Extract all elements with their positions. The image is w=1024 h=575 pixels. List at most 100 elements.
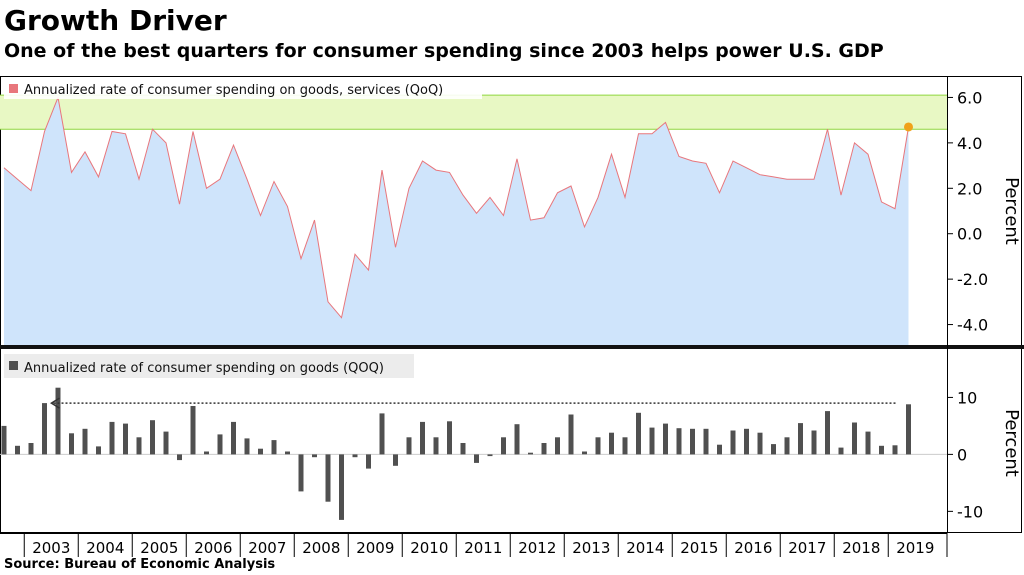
top-y-tick-label: 4.0 — [957, 134, 982, 153]
goods-bar — [177, 454, 182, 461]
goods-bar — [420, 421, 425, 455]
goods-bar — [852, 422, 857, 455]
goods-bar — [676, 428, 682, 455]
x-tick-label: 2018 — [842, 539, 880, 557]
latest-value-marker — [904, 122, 913, 132]
goods-bar — [892, 445, 898, 455]
chart-title: Growth Driver — [4, 4, 227, 37]
goods-bar — [568, 414, 574, 455]
x-axis: 2003 2004 2005 2006 2007 2008 2009 2010 2011 2012… — [0, 533, 948, 557]
x-tick-label: 2017 — [788, 539, 826, 557]
chart-subtitle: One of the best quarters for consumer sp… — [4, 40, 884, 62]
goods-bar — [82, 428, 88, 455]
goods-bar — [406, 437, 412, 455]
top-y-axis-label: Percent — [1001, 177, 1022, 245]
x-tick-label: 2011 — [464, 539, 502, 557]
goods-bar — [379, 413, 385, 455]
goods-bar — [433, 437, 439, 455]
goods-bar — [150, 420, 155, 455]
top-y-tick-label: 0.0 — [957, 225, 982, 244]
goods-bar — [312, 454, 317, 458]
goods-bar — [298, 454, 304, 492]
bottom-legend: Annualized rate of consumer spending on … — [4, 354, 414, 378]
goods-bar — [690, 428, 695, 455]
x-tick-label: 2019 — [896, 539, 934, 557]
top-legend: Annualized rate of consumer spending on … — [4, 78, 482, 99]
goods-bar — [798, 423, 803, 455]
x-tick-label: 2009 — [356, 539, 394, 557]
x-tick-label: 2012 — [518, 539, 556, 557]
top-y-tick-label: -4.0 — [957, 316, 988, 335]
goods-bar — [622, 437, 628, 455]
bottom-y-tick-label: -10 — [957, 502, 983, 521]
goods-bar — [784, 437, 790, 455]
goods-bar — [865, 431, 871, 455]
x-tick-label: 2007 — [248, 539, 286, 557]
x-tick-label: 2005 — [140, 539, 178, 557]
goods-bar — [163, 431, 169, 455]
goods-bar — [514, 424, 520, 455]
goods-bar — [190, 406, 196, 455]
goods-bar — [811, 430, 817, 455]
goods-bar — [609, 432, 614, 455]
goods-bar — [528, 452, 533, 455]
x-tick-label: 2003 — [32, 539, 70, 557]
bottom-y-tick-label: 10 — [957, 388, 977, 407]
goods-bar — [204, 451, 209, 455]
goods-bar — [744, 428, 749, 455]
highlight-band — [0, 95, 947, 130]
top-legend-swatch — [9, 84, 18, 93]
x-tick-label: 2008 — [302, 539, 340, 557]
goods-bar — [123, 423, 128, 455]
goods-bar — [825, 411, 830, 455]
goods-bar — [217, 434, 223, 455]
source-note: Source: Bureau of Economic Analysis — [4, 557, 276, 572]
panel-divider — [0, 345, 1024, 349]
goods-bar — [231, 421, 236, 455]
goods-bar — [703, 428, 709, 455]
top-y-tick-label: 2.0 — [957, 179, 982, 198]
x-tick-label: 2016 — [734, 539, 772, 557]
x-tick-label: 2014 — [626, 539, 664, 557]
goods-bar — [244, 438, 250, 455]
goods-bar — [366, 454, 371, 469]
goods-bar — [393, 454, 398, 466]
goods-bar — [555, 437, 560, 455]
top-y-tick-label: 6.0 — [957, 88, 982, 107]
goods-bar — [258, 448, 263, 455]
bottom-y-tick-label: 0 — [957, 445, 967, 464]
goods-bar — [28, 443, 34, 455]
goods-bar — [582, 451, 587, 455]
x-tick-label: 2015 — [680, 539, 718, 557]
goods-bar — [595, 437, 601, 455]
goods-bar — [460, 443, 466, 455]
goods-bar — [136, 437, 142, 455]
goods-bar — [42, 403, 47, 455]
goods-bar — [474, 454, 479, 463]
goods-bar — [906, 404, 911, 455]
goods-bar — [663, 423, 668, 455]
x-tick-label: 2010 — [410, 539, 448, 557]
x-tick-label: 2004 — [86, 539, 124, 557]
bottom-plot: 10 0 -10 Percent — [0, 387, 1022, 521]
goods-bar — [339, 454, 344, 520]
x-tick-label: 2013 — [572, 539, 610, 557]
goods-bar — [717, 444, 722, 455]
reference-arrowhead — [49, 397, 60, 409]
goods-bar — [96, 446, 101, 455]
top-plot: 6.0 4.0 2.0 0.0 -2.0 -4.0 Percent — [0, 88, 1022, 346]
goods-bar — [271, 440, 277, 455]
top-y-tick-label: -2.0 — [957, 270, 988, 289]
goods-bar — [15, 445, 20, 455]
goods-bar — [69, 433, 74, 455]
goods-bar — [285, 451, 290, 455]
goods-bar — [730, 430, 736, 455]
goods-bar — [1, 425, 7, 455]
bottom-y-axis-label: Percent — [1001, 409, 1022, 477]
goods-bar — [447, 421, 452, 455]
goods-bar — [501, 437, 506, 455]
goods-bar — [838, 447, 844, 455]
goods-bar — [352, 454, 358, 458]
goods-bar — [879, 445, 884, 455]
